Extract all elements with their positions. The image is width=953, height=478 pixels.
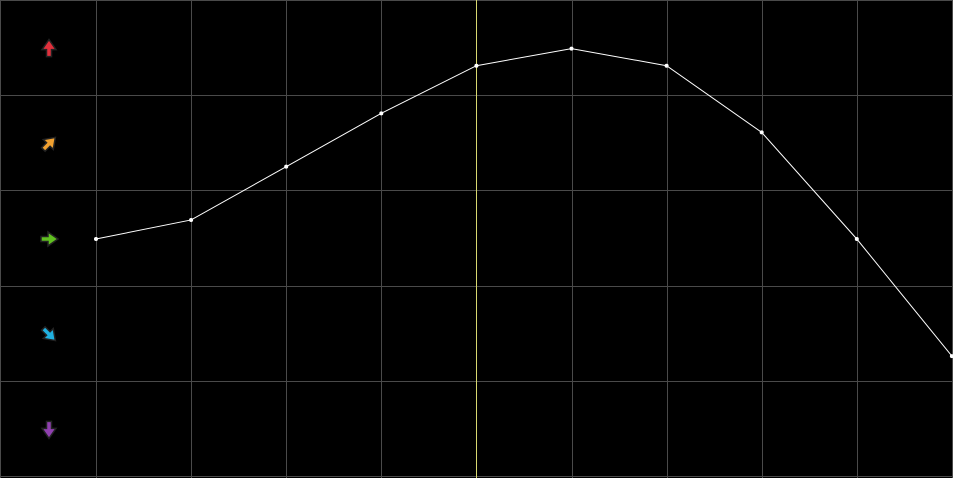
data-point[interactable]: [854, 237, 859, 241]
data-point[interactable]: [759, 130, 764, 135]
arrow-right-icon: [40, 230, 60, 248]
arrow-up-icon: [40, 38, 58, 58]
data-point[interactable]: [284, 164, 289, 169]
data-point[interactable]: [94, 237, 98, 241]
data-point[interactable]: [189, 217, 194, 222]
data-point[interactable]: [474, 63, 479, 68]
data-point[interactable]: [664, 63, 669, 68]
arrow-down-icon: [40, 420, 58, 440]
arrow-down-right-icon: [40, 325, 57, 342]
data-point[interactable]: [949, 354, 953, 359]
arrow-up-right-icon: [40, 136, 57, 153]
data-point[interactable]: [569, 46, 574, 51]
series-line: [95, 48, 953, 357]
data-point[interactable]: [379, 111, 384, 116]
